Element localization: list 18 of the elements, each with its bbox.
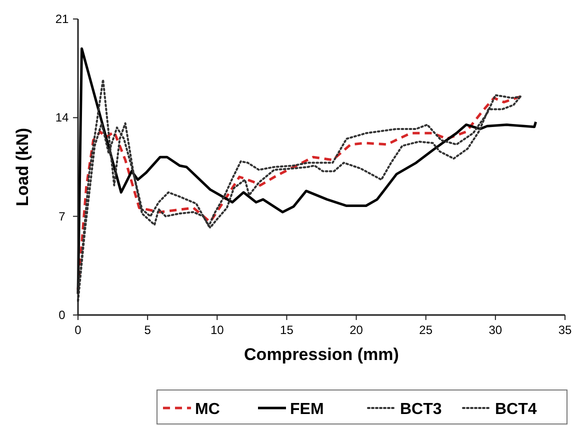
legend-label: BCT4 [495,401,537,418]
x-tick-label: 35 [558,323,572,337]
y-tick-label: 0 [58,308,66,322]
x-tick-label: 0 [74,323,82,337]
legend-label: FEM [290,401,324,418]
y-axis-title: Load (kN) [13,128,32,206]
y-tick-label: 21 [55,12,69,26]
y-tick-label: 7 [58,209,66,224]
x-tick-label: 25 [419,323,433,337]
x-tick-label: 30 [488,323,502,337]
x-tick-label: 20 [350,323,364,337]
x-tick-label: 10 [210,323,224,337]
x-axis-title: Compression (mm) [244,345,399,364]
y-tick-label: 14 [55,110,69,125]
legend-label: MC [195,401,220,418]
x-tick-label: 15 [280,323,294,337]
x-tick-label: 5 [144,323,152,337]
legend-label: BCT3 [400,401,442,418]
